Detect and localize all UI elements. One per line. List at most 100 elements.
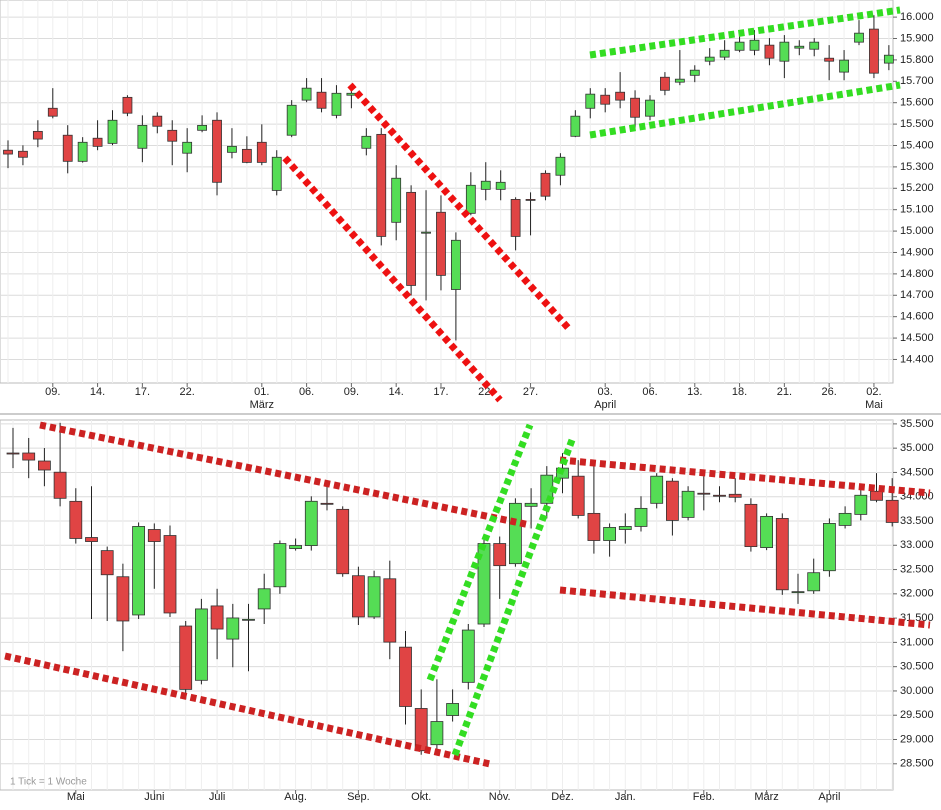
candle-body <box>336 508 350 575</box>
candle-body <box>271 156 282 191</box>
x-tick-label: 17. <box>433 386 448 398</box>
y-tick-label: 28.500 <box>900 758 934 770</box>
y-tick-label: 15.600 <box>900 97 934 109</box>
x-tick-label: 14. <box>90 386 105 398</box>
x-tick-label: Mai <box>67 791 85 803</box>
candle-body <box>674 78 685 83</box>
y-tick-label: 15.100 <box>900 204 934 216</box>
candle-body <box>744 503 758 547</box>
y-tick-label: 32.500 <box>900 563 934 575</box>
candle-body <box>47 107 58 117</box>
candle-body <box>137 124 148 149</box>
y-tick-label: 33.000 <box>900 539 934 551</box>
x-group-label: März <box>250 399 274 411</box>
candle-body <box>779 41 790 62</box>
y-tick-label: 31.000 <box>900 636 934 648</box>
candle-body <box>304 500 318 546</box>
candle-body <box>650 475 664 504</box>
candle-body <box>152 115 163 127</box>
y-tick-label: 14.400 <box>900 353 934 365</box>
candle-body <box>495 181 506 190</box>
x-group-label: Mai <box>865 399 883 411</box>
x-tick-label: 22. <box>180 386 195 398</box>
trend-line <box>347 82 573 333</box>
candle-body <box>399 646 412 707</box>
x-tick-label: April <box>818 791 840 803</box>
candle-body <box>414 708 428 752</box>
candle-body <box>570 115 581 137</box>
candle-body <box>122 96 133 114</box>
trend-lines <box>4 6 931 768</box>
candle-body <box>241 148 252 163</box>
candle-body <box>77 141 88 162</box>
candle-body <box>194 608 208 681</box>
candle-body <box>436 211 446 276</box>
trend-line <box>559 456 931 497</box>
candle-body <box>100 550 114 576</box>
candle-body <box>645 99 655 117</box>
candle-body <box>256 141 267 163</box>
candle-body <box>480 180 491 190</box>
candle-body <box>367 576 381 618</box>
candle-body <box>316 91 327 109</box>
candle-body <box>3 149 13 155</box>
candle-body <box>824 57 835 62</box>
candle-body <box>870 490 883 501</box>
x-tick-label: 06. <box>299 386 314 398</box>
candle-body <box>630 97 640 118</box>
candle-body <box>477 543 491 625</box>
x-tick-label: 01. <box>254 386 269 398</box>
candle-body <box>704 56 715 62</box>
x-tick-label: Feb. <box>693 791 715 803</box>
candle-body <box>666 480 679 521</box>
y-tick-label: 15.200 <box>900 182 934 194</box>
x-tick-label: 27. <box>523 386 538 398</box>
trend-line <box>4 652 491 768</box>
x-tick-label: 18. <box>732 386 747 398</box>
candle-body <box>883 54 894 64</box>
candle-body <box>839 59 849 73</box>
candle-body <box>461 629 475 683</box>
candle-body <box>540 172 551 197</box>
candle-body <box>210 605 224 630</box>
x-tick-label: Nov. <box>489 791 511 803</box>
x-tick-label: 17. <box>135 386 150 398</box>
candle-body <box>226 617 240 640</box>
y-tick-label: 31.500 <box>900 612 934 624</box>
candle-body <box>6 452 20 455</box>
candle-body <box>212 119 222 183</box>
y-tick-label: 14.500 <box>900 332 934 344</box>
candle-body <box>376 133 387 237</box>
candle-body <box>430 721 444 746</box>
y-tick-label: 15.000 <box>900 225 934 237</box>
candle-body <box>823 523 836 572</box>
candle-body <box>331 92 342 116</box>
candle-body <box>289 545 303 549</box>
candle-body <box>585 93 596 109</box>
x-tick-label: 26. <box>822 386 837 398</box>
y-tick-label: 15.900 <box>900 32 934 44</box>
candle-body <box>62 134 73 162</box>
y-tick-label: 35.500 <box>900 418 934 430</box>
candle-body <box>689 69 700 76</box>
x-tick-label: 02. <box>866 386 881 398</box>
candle-body <box>615 91 626 101</box>
candle-body <box>764 44 775 59</box>
candle-body <box>406 191 417 286</box>
candle-body <box>524 502 538 507</box>
x-group-label: April <box>594 399 616 411</box>
candle-body <box>257 588 271 610</box>
candle-body <box>383 578 397 643</box>
candle-body <box>361 135 372 149</box>
trend-line <box>589 6 901 59</box>
candle-body <box>885 499 899 523</box>
candle-body <box>634 507 648 527</box>
candle-body <box>286 104 297 136</box>
candle-body <box>391 177 402 223</box>
y-tick-label: 14.800 <box>900 268 934 280</box>
candle-body <box>18 150 28 158</box>
candle-body <box>320 502 334 505</box>
candle-body <box>227 145 237 153</box>
trend-line <box>426 423 534 682</box>
